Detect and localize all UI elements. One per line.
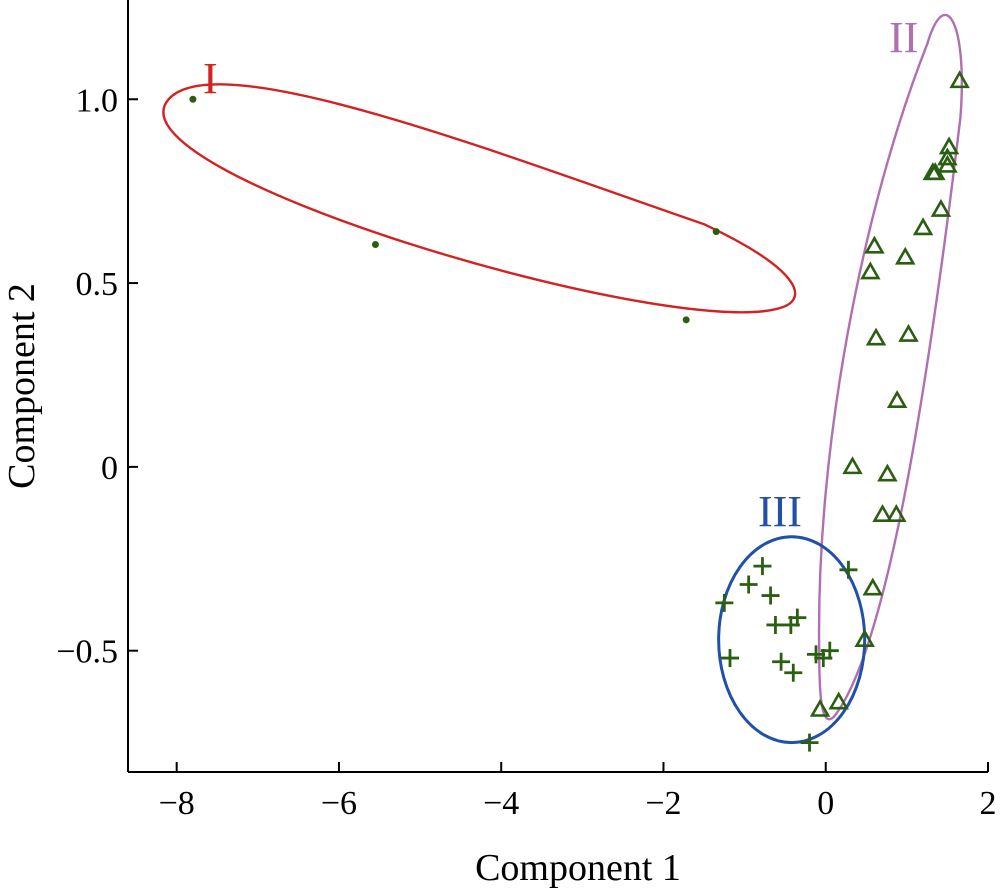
data-point-plus <box>814 649 833 668</box>
group-i-ellipse <box>162 83 797 314</box>
data-point-dot <box>189 95 197 103</box>
data-point-triangle <box>949 70 970 89</box>
data-point-dot <box>682 316 690 324</box>
group-label-ii: II <box>889 13 918 62</box>
data-point-triangle <box>886 504 907 522</box>
y-axis-title: Component 2 <box>1 283 43 489</box>
x-tick-label: −6 <box>321 785 357 822</box>
plot-area: −8 −6 −4 −2 0 2 −0.5 0 0.5 1.0 I II III <box>56 0 997 822</box>
data-point-triangle <box>864 235 885 254</box>
data-point-triangle <box>898 323 919 342</box>
data-point-plus <box>739 575 758 594</box>
group-label-iii: III <box>758 487 802 536</box>
data-point-dot <box>371 240 379 248</box>
data-point-plus <box>766 615 785 634</box>
data-point-plus <box>839 560 858 579</box>
data-point-plus <box>721 649 739 668</box>
data-point-triangle <box>854 629 875 647</box>
data-point-triangle <box>886 390 908 409</box>
y-ticks: −0.5 0 0.5 1.0 <box>56 82 138 671</box>
y-tick-label: 0 <box>101 450 118 487</box>
data-point-triangle <box>937 154 958 173</box>
x-tick-label: 2 <box>980 785 997 822</box>
data-point-plus <box>781 615 800 634</box>
data-point-triangle <box>865 327 887 346</box>
y-tick-label: 0.5 <box>76 266 119 303</box>
y-tick-label: 1.0 <box>76 82 119 119</box>
data-point-triangle <box>912 217 934 236</box>
data-point-plus <box>772 652 791 671</box>
data-point-dot <box>712 228 720 236</box>
data-point-triangle <box>895 246 916 265</box>
x-axis-title: Component 1 <box>475 847 681 889</box>
data-point-plus <box>800 733 819 752</box>
data-point-triangle <box>862 577 884 596</box>
group-label-i: I <box>203 54 218 103</box>
data-point-triangle <box>842 456 863 475</box>
x-tick-label: 0 <box>817 785 834 822</box>
data-point-plus <box>715 593 734 612</box>
data-point-triangle <box>828 691 849 710</box>
data-point-plus <box>753 557 772 576</box>
y-tick-label: −0.5 <box>56 634 118 671</box>
data-points <box>189 70 970 752</box>
x-ticks: −8 −6 −4 −2 0 2 <box>159 762 997 822</box>
group-iii-ellipse <box>717 535 867 745</box>
group-ii-ellipse <box>817 13 964 721</box>
x-tick-label: −4 <box>483 785 519 822</box>
x-tick-label: −8 <box>159 785 195 822</box>
data-point-triangle <box>872 504 893 522</box>
data-point-triangle <box>877 463 898 482</box>
data-point-triangle <box>930 198 952 217</box>
data-point-triangle <box>937 147 958 166</box>
data-point-triangle <box>925 162 946 181</box>
x-tick-label: −2 <box>645 785 681 822</box>
data-point-triangle <box>809 698 831 717</box>
data-point-plus <box>761 586 780 605</box>
data-point-plus <box>784 663 803 682</box>
data-point-triangle <box>860 261 881 280</box>
